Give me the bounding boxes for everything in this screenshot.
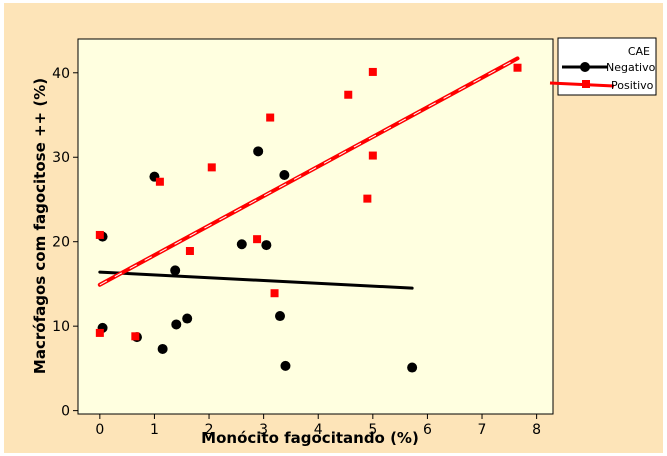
y-tick-label: 10 [52, 319, 70, 335]
x-tick-label: 5 [368, 422, 377, 438]
y-axis-title: Macrófagos com fagocitose ++ (%) [31, 78, 49, 374]
x-tick-label: 8 [532, 422, 541, 438]
point-positivo [131, 332, 140, 341]
chart-frame: 0 1 2 3 4 5 6 7 8 0 10 20 30 40 Monócito fagocitando … [4, 3, 663, 453]
legend-item-negativo: Negativo [562, 61, 656, 74]
point-negativo [170, 265, 181, 276]
point-negativo [275, 311, 286, 322]
legend: CAE Negativo Positivo [549, 37, 657, 96]
point-positivo [368, 67, 377, 76]
x-tick-label: 7 [478, 422, 487, 438]
point-positivo [95, 230, 104, 239]
legend-marker-positivo [582, 80, 590, 88]
point-positivo [185, 246, 194, 255]
point-positivo [155, 177, 164, 186]
point-positivo [266, 113, 275, 122]
point-positivo [363, 194, 372, 203]
x-axis-title: Monócito fagocitando (%) [201, 429, 419, 447]
point-negativo [182, 313, 193, 324]
y-tick-label: 0 [61, 404, 70, 420]
fit-line-highlight [99, 57, 518, 286]
y-tick-label: 20 [52, 235, 70, 251]
legend-label-negativo: Negativo [606, 61, 656, 74]
data-points [95, 63, 522, 373]
point-negativo [407, 362, 418, 373]
legend-label-positivo: Positivo [611, 79, 654, 92]
y-tick-label: 40 [52, 66, 70, 82]
point-negativo [279, 169, 290, 180]
point-positivo [270, 289, 279, 298]
point-negativo [261, 240, 272, 251]
x-tick-label: 6 [423, 422, 432, 438]
scatter-chart: 0 1 2 3 4 5 6 7 8 0 10 20 30 40 Monócito fagocitando … [31, 37, 657, 447]
point-negativo [157, 343, 168, 354]
fit-line-negativo [98, 270, 414, 290]
point-positivo [513, 63, 522, 72]
point-positivo [368, 151, 377, 160]
x-tick-label: 1 [150, 422, 159, 438]
x-tick-label: 3 [259, 422, 268, 438]
point-negativo [236, 239, 247, 250]
point-positivo [344, 90, 353, 99]
x-tick-label: 4 [314, 422, 323, 438]
fit-lines [97, 56, 520, 290]
plot-area [77, 38, 554, 415]
point-negativo [171, 319, 182, 330]
point-positivo [207, 163, 216, 172]
axis-ticks: 0 1 2 3 4 5 6 7 8 0 10 20 30 40 [52, 66, 541, 438]
y-tick-label: 30 [52, 150, 70, 166]
point-negativo [253, 146, 264, 157]
legend-title: CAE [628, 45, 650, 58]
legend-marker-negativo [580, 62, 590, 72]
legend-item-positivo: Positivo [549, 79, 654, 92]
point-positivo [95, 328, 104, 337]
point-positivo [253, 235, 262, 244]
x-tick-label: 0 [95, 422, 104, 438]
point-negativo [280, 360, 291, 371]
x-tick-label: 2 [205, 422, 214, 438]
